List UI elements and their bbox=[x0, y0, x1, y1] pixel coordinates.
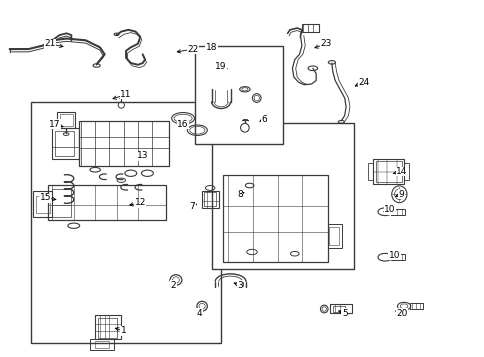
Bar bbox=[36, 196, 50, 213]
Text: 15: 15 bbox=[39, 193, 51, 202]
Text: 13: 13 bbox=[136, 151, 148, 160]
Text: 22: 22 bbox=[187, 45, 198, 54]
Text: 2: 2 bbox=[170, 281, 176, 290]
Text: 24: 24 bbox=[357, 78, 368, 87]
Text: 11: 11 bbox=[120, 90, 132, 99]
Bar bbox=[47, 186, 166, 221]
Bar bbox=[57, 112, 75, 128]
Text: 6: 6 bbox=[260, 115, 266, 124]
Bar bbox=[301, 24, 318, 31]
Text: 21: 21 bbox=[44, 39, 56, 48]
Bar bbox=[368, 163, 372, 180]
Bar bbox=[403, 163, 408, 180]
Bar bbox=[204, 192, 216, 206]
Bar bbox=[409, 303, 422, 309]
Bar bbox=[52, 189, 71, 217]
Text: 14: 14 bbox=[395, 167, 407, 176]
Bar bbox=[52, 128, 78, 159]
Bar bbox=[373, 159, 403, 184]
Text: 10: 10 bbox=[388, 251, 399, 260]
Text: 16: 16 bbox=[177, 120, 188, 129]
Bar bbox=[375, 161, 401, 182]
Bar bbox=[60, 114, 73, 126]
Text: 12: 12 bbox=[135, 198, 146, 207]
Text: 10: 10 bbox=[383, 206, 395, 215]
Bar bbox=[327, 224, 342, 248]
Text: 4: 4 bbox=[197, 309, 202, 318]
Text: 19: 19 bbox=[215, 62, 227, 71]
Text: 20: 20 bbox=[395, 309, 407, 318]
Bar bbox=[202, 191, 218, 208]
Bar bbox=[97, 318, 116, 338]
Text: 17: 17 bbox=[49, 120, 60, 129]
Bar bbox=[332, 306, 344, 312]
Bar bbox=[211, 122, 353, 270]
Bar bbox=[95, 341, 109, 348]
Text: 23: 23 bbox=[319, 39, 331, 48]
Text: 1: 1 bbox=[121, 326, 126, 335]
Text: 5: 5 bbox=[341, 309, 347, 318]
Text: 9: 9 bbox=[398, 190, 404, 199]
Bar bbox=[33, 191, 52, 217]
Bar bbox=[390, 255, 404, 260]
Text: 3: 3 bbox=[237, 281, 242, 290]
Bar bbox=[55, 131, 74, 156]
Bar bbox=[95, 315, 121, 340]
Bar bbox=[78, 121, 168, 166]
Text: 8: 8 bbox=[237, 190, 242, 199]
Bar bbox=[90, 339, 114, 350]
Bar bbox=[195, 46, 282, 144]
Bar bbox=[31, 101, 221, 343]
Text: 7: 7 bbox=[189, 202, 195, 211]
Bar bbox=[223, 175, 327, 262]
Bar bbox=[390, 209, 404, 215]
Text: 18: 18 bbox=[205, 43, 217, 52]
Bar bbox=[330, 305, 351, 313]
Bar bbox=[329, 227, 338, 245]
